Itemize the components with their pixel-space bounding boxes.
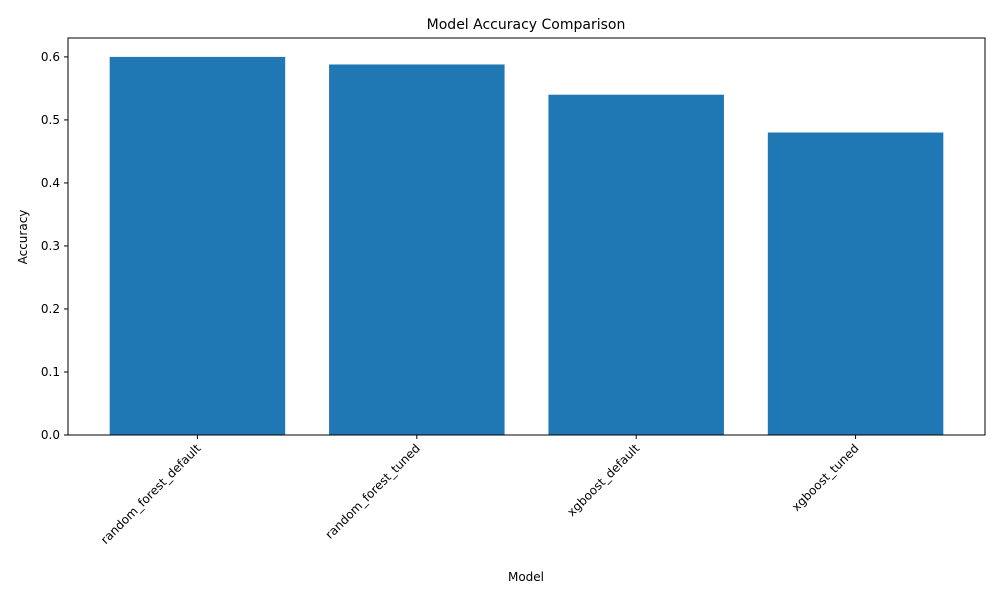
x-axis-ticks: random_forest_default random_forest_tuned… [98, 435, 862, 547]
y-axis-ticks: 0.0 0.1 0.2 0.3 0.4 0.5 0.6 [41, 50, 68, 442]
y-axis-label: Accuracy [16, 210, 30, 265]
bar-random-forest-default [109, 56, 286, 436]
x-tick-label: random_forest_default [98, 441, 204, 547]
plot-frame [67, 37, 986, 436]
x-tick-label: xgboost_default [564, 441, 642, 519]
y-tick-label: 0.6 [41, 50, 60, 64]
y-tick-label: 0.2 [41, 302, 60, 316]
chart-title: Model Accuracy Comparison [427, 17, 626, 33]
y-tick-label: 0.4 [41, 176, 60, 190]
y-tick-label: 0.0 [41, 428, 60, 442]
bar-xgboost-default [548, 94, 724, 436]
bar-random-forest-tuned [329, 64, 505, 435]
y-tick-label: 0.3 [41, 239, 60, 253]
bars-group [109, 56, 944, 436]
x-tick-label: xgboost_tuned [789, 441, 862, 514]
y-tick-label: 0.5 [41, 113, 60, 127]
x-axis-label: Model [508, 570, 544, 584]
bar-xgboost-tuned [767, 132, 944, 435]
y-tick-label: 0.1 [41, 365, 60, 379]
x-tick-label: random_forest_tuned [322, 441, 422, 541]
